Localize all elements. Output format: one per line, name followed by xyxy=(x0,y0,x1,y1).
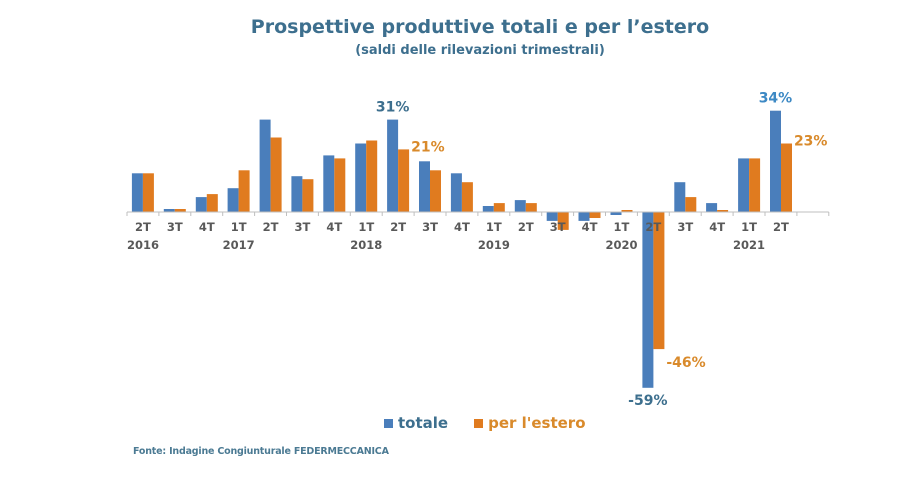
chart-title: Prospettive produttive totali e per l’es… xyxy=(250,16,710,38)
bar-per-estero-8 xyxy=(398,149,410,212)
x-tick-label: 3T xyxy=(422,220,438,234)
bar-totale-15 xyxy=(610,212,622,215)
x-year-label: 2017 xyxy=(223,238,255,252)
bar-per-estero-19 xyxy=(749,158,761,212)
data-label: 23% xyxy=(794,133,828,149)
bar-totale-3 xyxy=(227,188,239,212)
bar-per-estero-14 xyxy=(589,212,601,218)
x-tick-label: 1T xyxy=(231,220,247,234)
data-label: -46% xyxy=(666,355,705,371)
x-tick-label: 1T xyxy=(486,220,502,234)
bar-per-estero-12 xyxy=(525,203,537,212)
bar-per-estero-11 xyxy=(493,203,505,212)
bar-totale-20 xyxy=(770,110,781,212)
bar-per-estero-16 xyxy=(653,212,665,350)
legend-swatch-totale xyxy=(384,418,393,428)
bar-totale-16 xyxy=(642,212,654,388)
x-tick-label: 1T xyxy=(614,220,630,234)
legend-label-per-estero: per l'estero xyxy=(488,414,586,432)
bar-totale-12 xyxy=(514,200,526,212)
chart-subtitle: (saldi delle rilevazioni trimestrali) xyxy=(355,43,605,58)
bar-totale-8 xyxy=(387,119,399,212)
bar-per-estero-1 xyxy=(174,209,186,212)
x-tick-label: 1T xyxy=(358,220,374,234)
x-tick-label: 4T xyxy=(454,220,470,234)
x-tick-label: 3T xyxy=(677,220,693,234)
bar-per-estero-17 xyxy=(685,197,697,212)
legend-item-totale: totale xyxy=(384,414,448,432)
x-tick-label: 2T xyxy=(263,220,279,234)
x-tick-label: 2T xyxy=(645,220,661,234)
bar-totale-1 xyxy=(163,209,175,212)
x-tick-label: 3T xyxy=(295,220,311,234)
bar-totale-17 xyxy=(674,182,686,212)
x-tick-label: 2T xyxy=(773,220,789,234)
x-tick-label: 2T xyxy=(135,220,151,234)
bar-per-estero-10 xyxy=(461,182,473,212)
bar-totale-9 xyxy=(419,161,430,212)
bar-totale-7 xyxy=(355,143,367,212)
x-tick-label: 4T xyxy=(709,220,725,234)
bar-totale-6 xyxy=(323,155,335,212)
bar-per-estero-13 xyxy=(557,212,569,230)
bar-per-estero-18 xyxy=(717,210,729,212)
bar-per-estero-0 xyxy=(142,173,154,212)
bar-totale-10 xyxy=(450,173,462,212)
bar-totale-13 xyxy=(546,212,558,221)
bar-per-estero-20 xyxy=(781,143,792,212)
bar-per-estero-3 xyxy=(238,170,250,212)
x-year-label: 2021 xyxy=(733,238,765,252)
bar-totale-2 xyxy=(195,197,207,212)
x-year-label: 2020 xyxy=(605,238,637,252)
x-tick-label: 4T xyxy=(326,220,342,234)
x-tick-label: 2T xyxy=(390,220,406,234)
x-tick-label: 1T xyxy=(741,220,757,234)
bar-totale-4 xyxy=(259,119,271,212)
data-label: 21% xyxy=(411,139,445,155)
bar-per-estero-9 xyxy=(430,170,441,212)
bar-totale-5 xyxy=(291,176,303,212)
bar-per-estero-7 xyxy=(366,140,378,212)
source-note: Fonte: Indagine Congiunturale FEDERMECCA… xyxy=(133,446,389,457)
x-tick-label: 3T xyxy=(550,220,566,234)
x-tick-label: 4T xyxy=(199,220,215,234)
x-tick-label: 3T xyxy=(167,220,183,234)
bar-totale-11 xyxy=(482,206,494,212)
bar-totale-19 xyxy=(738,158,750,212)
legend-swatch-per-estero xyxy=(474,418,484,428)
data-label: -59% xyxy=(628,393,667,409)
bar-totale-18 xyxy=(706,203,718,212)
bar-per-estero-6 xyxy=(334,158,346,212)
legend-label-totale: totale xyxy=(398,414,449,432)
data-label: 34% xyxy=(759,91,793,107)
bar-totale-14 xyxy=(578,212,590,221)
bar-per-estero-2 xyxy=(206,194,218,212)
data-label: 31% xyxy=(376,100,410,116)
bar-totale-0 xyxy=(131,173,143,212)
bar-per-estero-15 xyxy=(621,210,633,212)
bar-per-estero-5 xyxy=(302,179,314,212)
x-tick-label: 2T xyxy=(518,220,534,234)
legend-item-per-estero: per l'estero xyxy=(474,414,586,432)
legend: totale per l'estero xyxy=(384,414,586,432)
bar-per-estero-4 xyxy=(270,137,282,212)
x-year-label: 2016 xyxy=(127,238,159,252)
x-year-label: 2018 xyxy=(350,238,382,252)
x-year-label: 2019 xyxy=(478,238,510,252)
x-tick-label: 4T xyxy=(582,220,598,234)
